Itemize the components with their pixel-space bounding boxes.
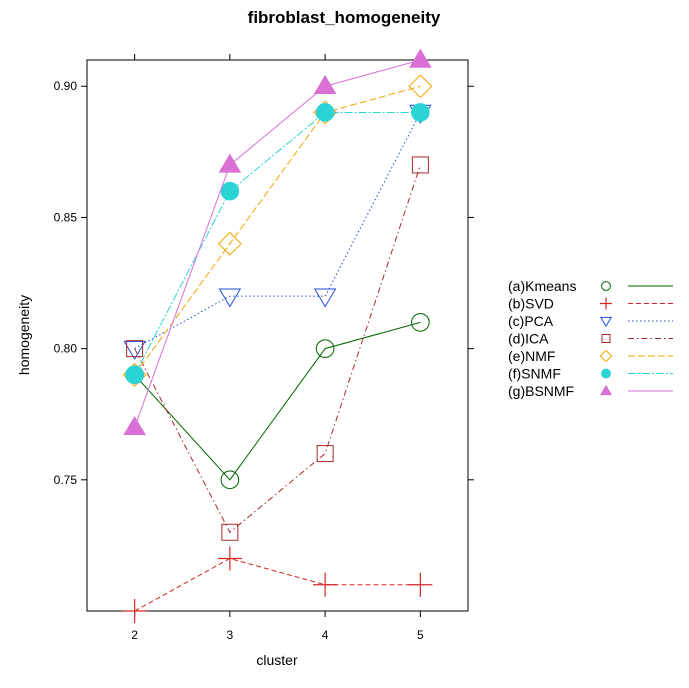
series-akmeans bbox=[125, 313, 430, 490]
data-point bbox=[221, 523, 239, 541]
legend-label: (g)BSNMF bbox=[508, 383, 574, 399]
legend-marker bbox=[601, 281, 611, 291]
series-dica bbox=[126, 156, 429, 541]
data-point bbox=[218, 288, 242, 308]
data-point bbox=[411, 103, 430, 122]
y-tick-label: 0.75 bbox=[54, 473, 78, 487]
legend-marker bbox=[600, 297, 612, 310]
x-tick-label: 2 bbox=[131, 628, 138, 642]
series-line bbox=[134, 112, 421, 350]
series-cpca bbox=[123, 104, 432, 361]
data-point bbox=[316, 445, 334, 463]
series-enmf bbox=[122, 74, 433, 387]
x-axis-label: cluster bbox=[256, 652, 298, 668]
data-point bbox=[408, 74, 433, 99]
legend: (a)Kmeans (b)SVD(c)PCA (d)ICA(e)NMF (f)SNMF… bbox=[508, 278, 673, 399]
series-gbsnmf bbox=[123, 48, 432, 436]
data-point bbox=[315, 103, 335, 122]
series-bsvd bbox=[122, 546, 433, 623]
y-tick-label: 0.80 bbox=[54, 342, 78, 356]
series-line bbox=[134, 59, 421, 428]
legend-marker bbox=[601, 334, 611, 343]
data-point bbox=[220, 181, 240, 201]
x-tick-label: 3 bbox=[227, 628, 234, 642]
series-fsnmf bbox=[125, 103, 430, 385]
data-point bbox=[313, 74, 337, 94]
data-point bbox=[126, 340, 144, 358]
data-point bbox=[409, 48, 432, 68]
series-line bbox=[134, 111, 421, 376]
y-tick-label: 0.90 bbox=[54, 79, 78, 93]
legend-label: (e)NMF bbox=[508, 348, 555, 364]
data-point bbox=[125, 365, 144, 385]
data-point bbox=[217, 546, 242, 571]
data-point bbox=[411, 156, 429, 174]
x-tick-label: 4 bbox=[322, 628, 329, 642]
axis-ticks: 0.75 0.80 0.85 0.90 2 3 4 5 bbox=[54, 54, 474, 642]
series-line bbox=[134, 557, 421, 612]
legend-marker bbox=[599, 384, 613, 396]
chart-title: fibroblast_homogeneity bbox=[248, 8, 441, 27]
legend-marker bbox=[601, 368, 611, 379]
legend-label: (d)ICA bbox=[508, 331, 549, 347]
data-point bbox=[313, 288, 337, 308]
series-layer bbox=[122, 48, 433, 623]
data-point bbox=[411, 313, 430, 332]
x-tick-label: 5 bbox=[417, 628, 424, 642]
legend-label: (a)Kmeans bbox=[508, 278, 576, 294]
series-line bbox=[134, 85, 421, 376]
legend-label: (f)SNMF bbox=[508, 366, 561, 382]
legend-marker bbox=[599, 349, 613, 363]
data-point bbox=[123, 415, 146, 436]
data-point bbox=[408, 572, 433, 597]
legend-label: (b)SVD bbox=[508, 296, 554, 312]
data-point bbox=[315, 339, 335, 358]
data-point bbox=[313, 572, 338, 597]
data-point bbox=[123, 340, 146, 361]
legend-label: (c)PCA bbox=[508, 313, 554, 329]
legend-marker bbox=[599, 316, 613, 328]
data-point bbox=[217, 231, 242, 256]
y-tick-label: 0.85 bbox=[54, 210, 78, 224]
series-line bbox=[134, 321, 421, 481]
plot-frame bbox=[86, 59, 469, 612]
y-axis-label: homogeneity bbox=[16, 295, 32, 375]
data-point bbox=[220, 470, 240, 490]
data-point bbox=[218, 153, 242, 173]
data-point bbox=[122, 599, 147, 623]
series-line bbox=[134, 164, 421, 534]
